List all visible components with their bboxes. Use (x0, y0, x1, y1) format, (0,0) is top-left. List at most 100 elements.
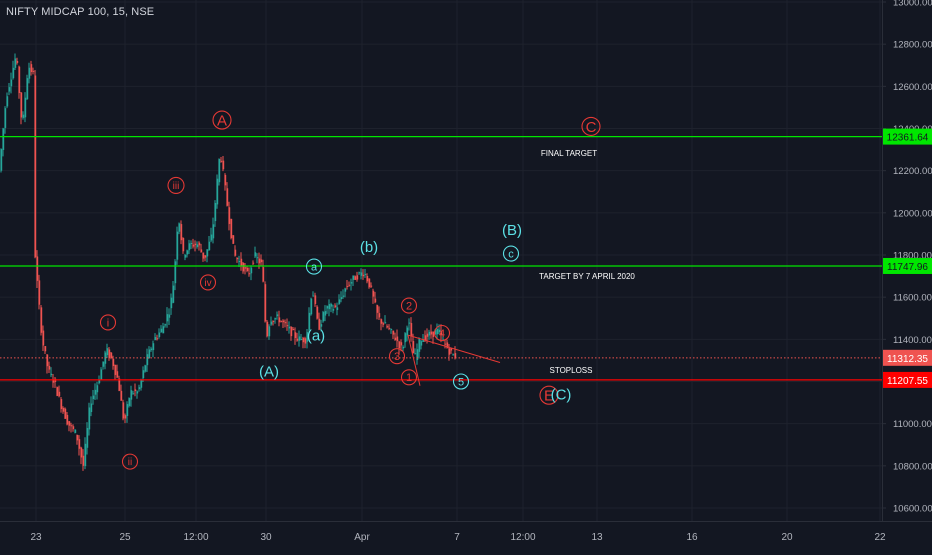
candle-body (112, 358, 115, 367)
candle-body (196, 244, 199, 247)
candle-body (50, 373, 53, 376)
wave-label: A (217, 112, 227, 129)
trend-line[interactable] (407, 334, 501, 364)
candle-body (444, 343, 447, 345)
wave-label: 2 (406, 301, 412, 313)
price-tick-label: 12600.00 (893, 82, 932, 93)
wave-label-circle (99, 314, 117, 331)
wave-label: (B) (502, 222, 522, 239)
candle-body (374, 298, 377, 303)
candle-body (62, 407, 65, 412)
wave-label: ii (128, 457, 132, 468)
candle-body (46, 354, 49, 367)
price-tick-label: 12800.00 (893, 40, 932, 51)
candle-body (356, 275, 359, 280)
candle-body (152, 343, 155, 351)
candle-body (66, 414, 69, 425)
wave-label: E (544, 388, 554, 405)
level-price-label: 12361.64 (887, 133, 929, 144)
candle-body (154, 337, 157, 340)
candle-body (394, 337, 397, 341)
candle-body (110, 352, 113, 359)
candle-body (108, 349, 111, 358)
price-tick-label: 12000.00 (893, 208, 932, 219)
candle-body (52, 379, 55, 383)
candle-body (158, 332, 161, 338)
candle-body (48, 365, 51, 370)
price-tick-label: 12200.00 (893, 166, 932, 177)
candle-body (8, 87, 11, 92)
candle-body (42, 330, 45, 346)
wave-label: iv (204, 278, 211, 289)
candle-body (216, 178, 219, 205)
time-tick-label: 20 (781, 532, 793, 543)
candle-body (402, 346, 405, 349)
candle-body (238, 261, 241, 263)
wave-label-circle (167, 176, 185, 194)
candle-body (228, 207, 231, 224)
candle-body (260, 259, 263, 263)
candle-body (192, 244, 195, 247)
candle-body (344, 288, 347, 292)
candle-body (322, 312, 325, 322)
candle-body (210, 234, 213, 241)
time-tick-label: 12:00 (510, 532, 535, 543)
candle-body (20, 92, 23, 118)
level-price-label: 11207.55 (887, 376, 928, 387)
candle-body (256, 257, 259, 259)
time-tick-label: Apr (354, 532, 370, 543)
candle-body (78, 439, 81, 449)
candle-body (324, 311, 327, 316)
candle-body (68, 421, 71, 426)
candle-body (410, 323, 413, 337)
candle-body (298, 336, 301, 341)
candle-body (84, 443, 87, 467)
candle-body (12, 67, 15, 79)
price-tick-label: 10600.00 (893, 504, 932, 515)
candle-body (0, 149, 3, 171)
time-tick-label: 13 (591, 532, 603, 543)
candle-body (452, 354, 455, 356)
symbol-title: NIFTY MIDCAP 100, 15, NSE (6, 6, 155, 18)
candle-body (6, 96, 9, 107)
trend-line-lower (407, 335, 421, 386)
candle-body (358, 272, 361, 274)
candle-body (432, 331, 435, 337)
candle-body (388, 327, 391, 329)
candle-body (180, 224, 183, 241)
wave-label-circle (388, 348, 406, 365)
candle-body (56, 387, 59, 396)
candle-body (438, 329, 441, 333)
level-annotation: FINAL TARGET (541, 149, 597, 158)
candle-body (32, 70, 35, 72)
candle-body (426, 333, 429, 337)
candle-body (80, 447, 83, 458)
candle-body (448, 348, 451, 355)
candle-body (232, 235, 235, 244)
candle-body (174, 261, 177, 284)
candle-body (76, 434, 79, 441)
candle-body (168, 314, 171, 318)
wave-label: C (586, 119, 597, 136)
candle-body (264, 284, 267, 322)
candle-body (296, 338, 299, 341)
candle-body (408, 322, 411, 324)
level-annotation: STOPLOSS (550, 366, 593, 375)
candle-body (146, 354, 149, 366)
candle-body (2, 128, 5, 150)
price-tick-label: 11800.00 (893, 251, 932, 262)
candle-body (100, 369, 103, 380)
candle-body (282, 320, 285, 323)
candle-body (336, 307, 339, 310)
candle-body (206, 249, 209, 257)
candle-body (128, 398, 131, 406)
candle-body (24, 97, 27, 118)
candle-body (362, 274, 365, 277)
wave-label-circle (121, 453, 139, 470)
candle-body (144, 365, 147, 372)
candle-body (450, 348, 453, 351)
candle-body (368, 278, 371, 288)
candle-body (318, 318, 321, 330)
